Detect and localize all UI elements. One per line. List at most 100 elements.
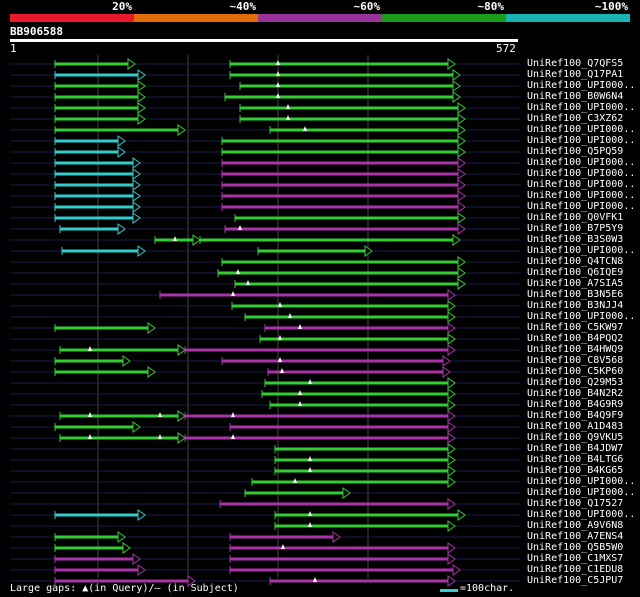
hit-arrowhead-icon [447, 520, 456, 532]
hit-arrowhead-icon [447, 575, 456, 587]
query-gap-marker-icon [286, 115, 290, 120]
hit-name-link[interactable]: UniRef100_B3NJJ4 [527, 300, 624, 311]
hit-arrowhead-icon [117, 146, 126, 158]
hit-name-link[interactable]: UniRef100_C1MXS7 [527, 553, 624, 564]
hit-arrowhead-icon [452, 91, 461, 103]
hit-name-link[interactable]: UniRef100_A1D483 [527, 421, 624, 432]
hit-arrowhead-icon [132, 190, 141, 202]
hit-name-link[interactable]: UniRef100_C8V568 [527, 355, 624, 366]
query-gap-marker-icon [308, 511, 312, 516]
hit-name-link[interactable]: UniRef100_B4N2R2 [527, 388, 624, 399]
hit-name-link[interactable]: UniRef100_Q6IQE9 [527, 267, 624, 278]
hit-name-link[interactable]: UniRef100_C1EDU8 [527, 564, 624, 575]
hit-name-link[interactable]: UniRef100_A7SIA5 [527, 278, 624, 289]
query-scale-end: 572 [496, 42, 516, 55]
hit-name-link[interactable]: UniRef100_UPI000.. [527, 245, 636, 256]
query-scale-start: 1 [10, 42, 17, 55]
hit-name-link[interactable]: UniRef100_B4JDW7 [527, 443, 624, 454]
query-gap-marker-icon [298, 390, 302, 395]
legend-segment [382, 14, 506, 22]
hit-name-link[interactable]: UniRef100_UPI000.. [527, 102, 636, 113]
hit-name-link[interactable]: UniRef100_B4LTG6 [527, 454, 624, 465]
hit-arrowhead-icon [332, 531, 341, 543]
hit-arrowhead-icon [457, 509, 466, 521]
hit-name-link[interactable]: UniRef100_B7P5Y9 [527, 223, 624, 234]
hit-name-link[interactable]: UniRef100_C5JPU7 [527, 575, 624, 586]
hit-arrowhead-icon [132, 212, 141, 224]
query-bar [10, 39, 518, 42]
hit-name-link[interactable]: UniRef100_A7ENS4 [527, 531, 624, 542]
hit-arrowhead-icon [122, 355, 131, 367]
hit-arrowhead-icon [117, 531, 126, 543]
hit-name-link[interactable]: UniRef100_UPI000.. [527, 190, 636, 201]
hit-name-link[interactable]: UniRef100_Q17PA1 [527, 69, 624, 80]
hit-arrowhead-icon [447, 454, 456, 466]
query-gap-marker-icon [276, 93, 280, 98]
hit-arrowhead-icon [447, 399, 456, 411]
legend-segment [506, 14, 630, 22]
hit-name-link[interactable]: UniRef100_B4PQQ2 [527, 333, 624, 344]
hit-name-link[interactable]: UniRef100_A9V6N8 [527, 520, 624, 531]
hit-arrowhead-icon [132, 179, 141, 191]
hit-name-link[interactable]: UniRef100_UPI000.. [527, 487, 636, 498]
hit-name-link[interactable]: UniRef100_UPI000.. [527, 157, 636, 168]
hit-name-link[interactable]: UniRef100_UPI000.. [527, 80, 636, 91]
hit-name-link[interactable]: UniRef100_UPI000.. [527, 124, 636, 135]
hit-name-link[interactable]: UniRef100_C3XZ62 [527, 113, 624, 124]
legend-label: ~100% [594, 0, 628, 13]
hit-name-link[interactable]: UniRef100_UPI000.. [527, 179, 636, 190]
identity-legend-bar: 20% ~40% ~60% ~80% ~100% [10, 1, 630, 22]
hit-name-link[interactable]: UniRef100_UPI000.. [527, 476, 636, 487]
hit-arrowhead-icon [447, 311, 456, 323]
hit-arrowhead-icon [457, 146, 466, 158]
hit-arrowhead-icon [137, 102, 146, 114]
query-gap-marker-icon [286, 104, 290, 109]
hit-arrowhead-icon [117, 223, 126, 235]
hit-name-link[interactable]: UniRef100_B4KG65 [527, 465, 624, 476]
hit-name-link[interactable]: UniRef100_UPI000.. [527, 201, 636, 212]
hit-arrowhead-icon [447, 498, 456, 510]
hit-arrowhead-icon [137, 80, 146, 92]
hit-arrowhead-icon [442, 355, 451, 367]
hit-name-link[interactable]: UniRef100_B3S0W3 [527, 234, 624, 245]
query-gap-marker-icon [231, 291, 235, 296]
query-gap-marker-icon [280, 368, 284, 373]
hit-arrowhead-icon [457, 135, 466, 147]
query-gap-marker-icon [276, 60, 280, 65]
hit-name-link[interactable]: UniRef100_UPI000.. [527, 135, 636, 146]
hit-name-link[interactable]: UniRef100_UPI000.. [527, 311, 636, 322]
hit-arrowhead-icon [122, 542, 131, 554]
hit-name-link[interactable]: UniRef100_Q0VFK1 [527, 212, 624, 223]
hit-name-link[interactable]: UniRef100_B3N5E6 [527, 289, 624, 300]
hit-arrowhead-icon [447, 344, 456, 356]
hit-name-link[interactable]: UniRef100_B4Q9F9 [527, 410, 624, 421]
hit-arrowhead-icon [447, 388, 456, 400]
hit-name-link[interactable]: UniRef100_UPI000.. [527, 168, 636, 179]
hit-arrowhead-icon [137, 69, 146, 81]
hit-name-link[interactable]: UniRef100_UPI000.. [527, 509, 636, 520]
hit-name-link[interactable]: UniRef100_Q4TCN8 [527, 256, 624, 267]
hit-arrowhead-icon [457, 223, 466, 235]
hit-arrowhead-icon [447, 333, 456, 345]
query-gap-marker-icon [276, 71, 280, 76]
query-gap-marker-icon [281, 544, 285, 549]
hit-name-link[interactable]: UniRef100_B4G9R9 [527, 399, 624, 410]
query-gap-marker-icon [298, 401, 302, 406]
hit-name-link[interactable]: UniRef100_B4HWQ9 [527, 344, 624, 355]
hit-name-link[interactable]: UniRef100_Q7QFS5 [527, 58, 624, 69]
hit-name-link[interactable]: UniRef100_C5KP60 [527, 366, 624, 377]
hit-name-link[interactable]: UniRef100_Q17527 [527, 498, 624, 509]
hit-name-link[interactable]: UniRef100_Q29M53 [527, 377, 624, 388]
hit-arrowhead-icon [137, 564, 146, 576]
hit-arrowhead-icon [132, 421, 141, 433]
hit-name-link[interactable]: UniRef100_B0W6N4 [527, 91, 624, 102]
hit-name-link[interactable]: UniRef100_Q9VKU5 [527, 432, 624, 443]
hit-arrowhead-icon [147, 322, 156, 334]
legend-segment [258, 14, 382, 22]
hit-arrowhead-icon [457, 212, 466, 224]
hit-name-link[interactable]: UniRef100_Q5PQ59 [527, 146, 624, 157]
hit-name-link[interactable]: UniRef100_C5KW97 [527, 322, 624, 333]
hit-name-link[interactable]: UniRef100_Q5B5W0 [527, 542, 624, 553]
hit-arrowhead-icon [452, 234, 461, 246]
